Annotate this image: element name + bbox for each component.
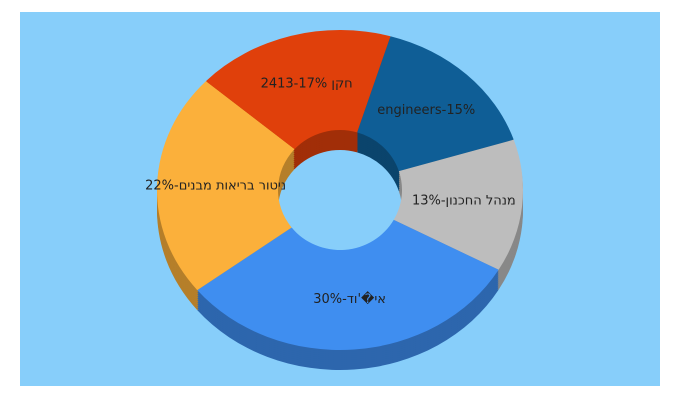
data-label: מנהל החכנון-13% <box>412 194 516 209</box>
data-label: engineers-15% <box>377 103 475 118</box>
slice <box>197 219 499 350</box>
data-label: חקן 2413-17% <box>261 77 353 92</box>
data-label: אי�'וד-30% <box>313 290 386 307</box>
slice <box>357 36 514 172</box>
slice <box>393 139 523 270</box>
slice <box>205 30 391 150</box>
data-label: ניטור בריאות מבנים-22% <box>145 179 286 194</box>
slice <box>157 81 295 291</box>
